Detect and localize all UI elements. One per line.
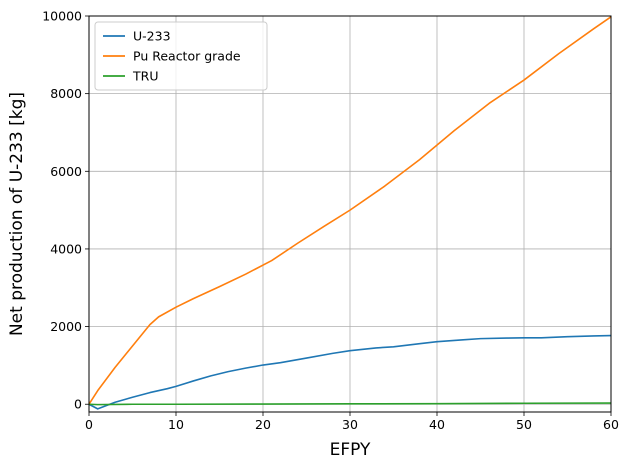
y-axis-label: Net production of U-233 [kg] xyxy=(7,92,27,336)
x-tick-label: 40 xyxy=(429,417,445,432)
series-lines xyxy=(88,16,612,410)
y-tick-label: 2000 xyxy=(50,319,82,334)
x-tick-label: 10 xyxy=(168,417,184,432)
x-tick-label: 60 xyxy=(603,417,619,432)
series-line-u-233 xyxy=(88,334,612,410)
y-tick-label: 4000 xyxy=(50,241,82,256)
x-axis-label: EFPY xyxy=(330,440,371,460)
x-tick-label: 0 xyxy=(85,417,93,432)
series-line-pu-reactor-grade xyxy=(88,16,612,405)
legend-box xyxy=(94,21,268,91)
x-tick-label: 30 xyxy=(342,417,358,432)
legend-label: TRU xyxy=(132,69,158,84)
y-tick-label: 8000 xyxy=(50,86,82,101)
legend: U-233 Pu Reactor grade TRU xyxy=(94,21,268,91)
legend-label: Pu Reactor grade xyxy=(133,49,241,64)
x-tick-label: 20 xyxy=(255,417,271,432)
x-tick-label: 50 xyxy=(516,417,532,432)
series-line-tru xyxy=(88,402,612,406)
y-tick-label: 0 xyxy=(74,397,82,412)
ticks: 0 10 20 30 40 50 60 0 2000 4000 6000 8000 10000 xyxy=(42,9,619,433)
y-tick-label: 6000 xyxy=(50,164,82,179)
y-tick-label: 10000 xyxy=(42,9,82,24)
legend-label: U-233 xyxy=(133,29,171,44)
